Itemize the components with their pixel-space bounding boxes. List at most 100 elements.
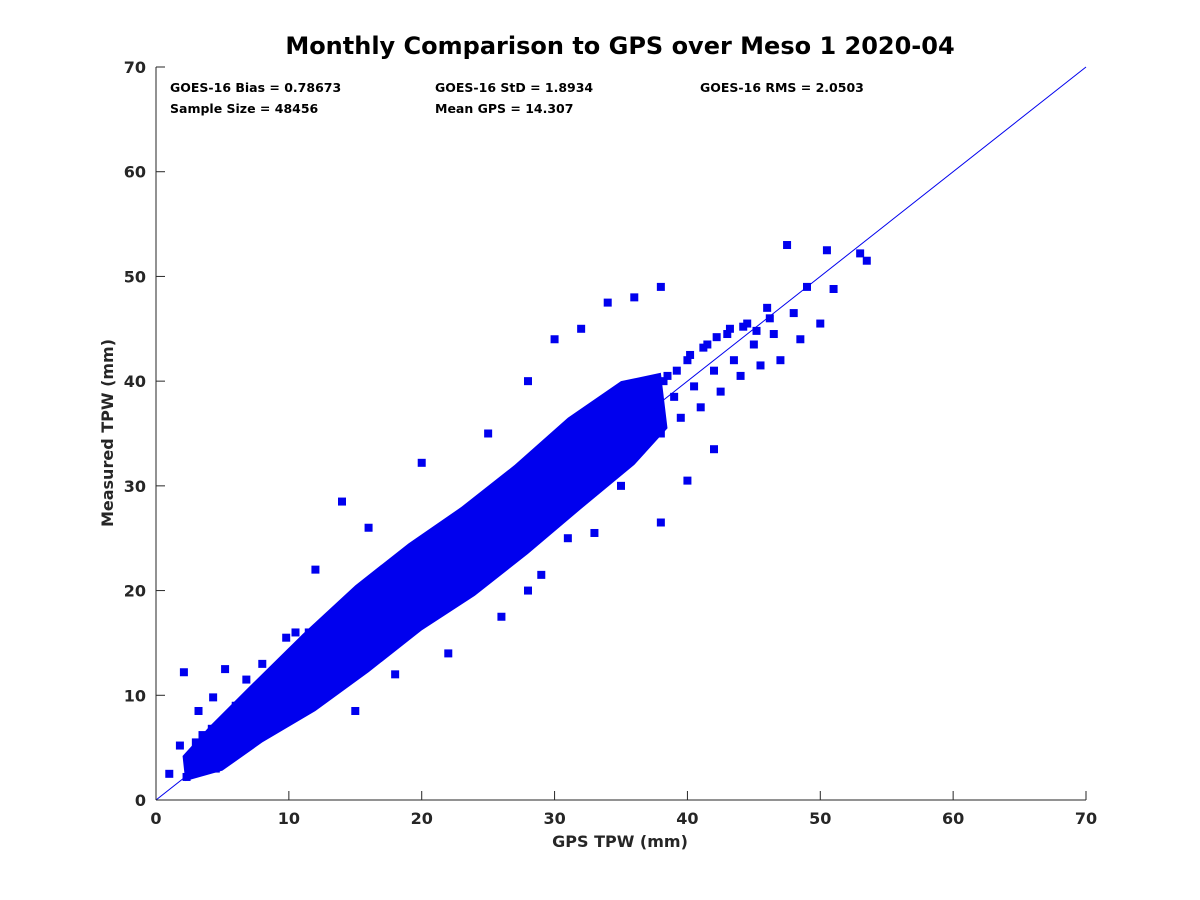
data-point: [497, 612, 506, 621]
data-point: [384, 588, 393, 597]
data-point: [454, 546, 463, 555]
data-point: [344, 597, 353, 606]
data-point: [428, 567, 437, 576]
data-point: [663, 371, 672, 380]
stat-bias: GOES-16 Bias = 0.78673: [170, 80, 341, 95]
data-point: [381, 595, 390, 604]
data-point: [205, 748, 214, 757]
data-point: [710, 366, 718, 375]
data-point: [543, 455, 552, 464]
data-point: [283, 681, 292, 690]
data-point: [417, 581, 426, 590]
x-tick-label: 0: [150, 809, 161, 828]
y-tick-label: 60: [124, 163, 146, 182]
data-point: [514, 492, 523, 501]
data-point: [617, 460, 625, 469]
data-point: [765, 314, 774, 323]
stats-annotations: GOES-16 Bias = 0.78673 GOES-16 StD = 1.8…: [170, 80, 864, 116]
data-point: [547, 472, 556, 481]
data-point: [282, 633, 291, 642]
data-point: [524, 586, 532, 595]
data-point: [497, 555, 506, 564]
data-point: [424, 607, 433, 616]
data-point: [563, 534, 572, 543]
data-point: [221, 665, 230, 674]
data-point: [242, 675, 251, 684]
data-point: [311, 565, 320, 574]
data-point: [736, 371, 745, 380]
data-point: [579, 439, 588, 448]
data-point: [388, 598, 397, 607]
x-tick-label: 50: [809, 809, 831, 828]
data-point: [179, 668, 188, 677]
data-point: [165, 769, 174, 778]
data-point: [566, 450, 575, 459]
data-point: [534, 483, 543, 492]
data-point: [248, 699, 257, 708]
data-point: [769, 330, 778, 339]
data-point: [481, 525, 490, 534]
data-point: [583, 429, 592, 438]
data-point: [355, 616, 364, 625]
y-tick-label: 20: [124, 582, 146, 601]
data-point: [577, 324, 586, 333]
y-tick-label: 30: [124, 477, 146, 496]
data-point: [411, 544, 420, 553]
y-tick-label: 40: [124, 372, 146, 391]
data-point: [557, 508, 566, 517]
data-point: [484, 429, 493, 438]
data-point: [441, 556, 450, 565]
y-axis-label: Measured TPW (mm): [98, 339, 117, 527]
data-point: [215, 741, 224, 750]
data-point: [351, 706, 360, 715]
data-point: [364, 654, 373, 663]
data-point: [524, 377, 532, 386]
data-point: [324, 675, 333, 684]
data-point: [683, 476, 692, 485]
axes: [155, 67, 1086, 801]
data-point: [408, 575, 417, 584]
data-point: [335, 639, 344, 648]
data-point: [646, 387, 655, 396]
data-point: [341, 626, 350, 635]
data-point: [656, 429, 665, 438]
data-point: [699, 343, 708, 352]
data-point: [716, 387, 725, 396]
stat-rms: GOES-16 RMS = 2.0503: [700, 80, 864, 95]
x-tick-label: 30: [543, 809, 565, 828]
data-point: [477, 576, 486, 585]
data-point: [856, 249, 865, 258]
x-tick-label: 20: [411, 809, 433, 828]
data-point: [617, 481, 625, 490]
data-point: [444, 528, 453, 537]
data-point: [796, 335, 805, 344]
data-point: [749, 340, 758, 349]
data-point: [395, 584, 404, 593]
data-point: [517, 539, 526, 548]
data-point: [488, 513, 497, 522]
data-point: [816, 319, 825, 328]
data-point: [686, 350, 695, 359]
data-point: [464, 518, 473, 527]
data-point: [554, 459, 563, 468]
data-point: [670, 392, 679, 401]
data-point: [231, 701, 240, 710]
data-point: [268, 691, 277, 700]
data-point: [656, 282, 665, 291]
data-point: [763, 303, 772, 312]
data-point: [391, 623, 400, 632]
stat-mean-gps: Mean GPS = 14.307: [435, 101, 573, 116]
x-tick-label: 10: [278, 809, 300, 828]
data-point: [659, 377, 668, 386]
data-point: [690, 382, 699, 391]
data-point: [494, 514, 503, 523]
data-point: [245, 712, 253, 721]
data-point: [391, 670, 400, 679]
data-point: [696, 403, 705, 412]
data-point: [243, 718, 252, 727]
data-point: [650, 408, 659, 417]
data-point: [431, 549, 439, 558]
data-point: [225, 720, 234, 729]
y-tick-label: 10: [124, 686, 146, 705]
